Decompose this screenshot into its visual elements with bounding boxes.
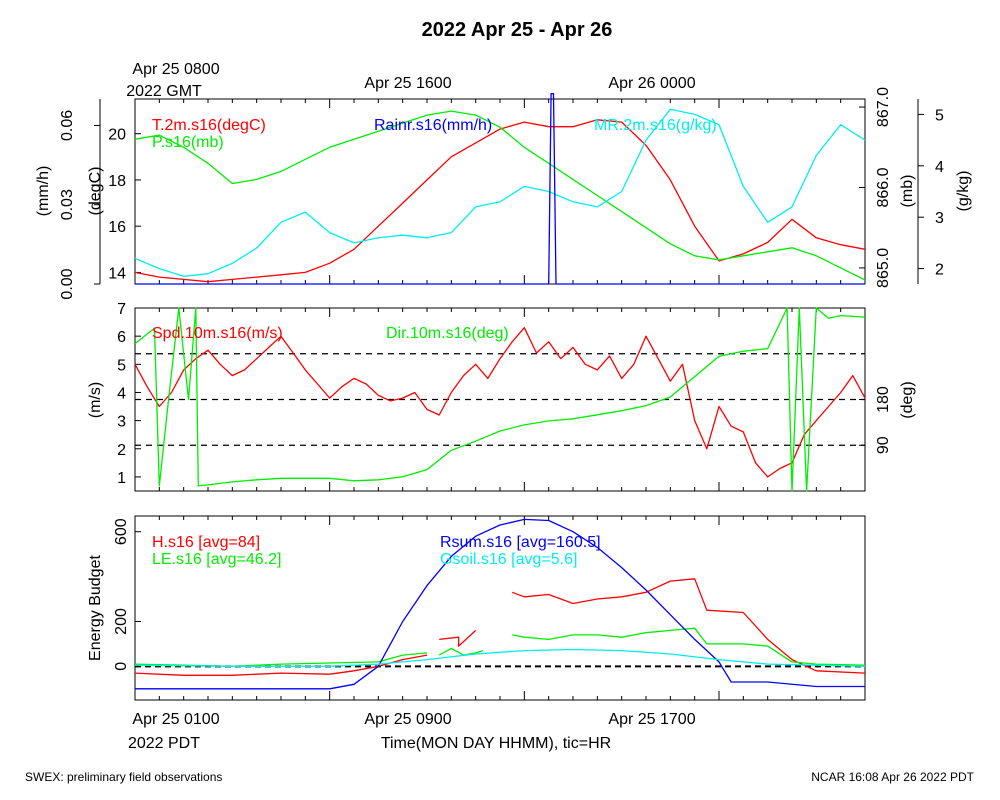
pdt-time-label-line1: Apr 25 0100	[132, 711, 219, 728]
energy-axis-label: Energy Budget	[87, 555, 104, 661]
mr-axis-tick-label: 4	[935, 159, 944, 176]
gmt-time-label-line2: 2022 GMT	[126, 83, 202, 100]
direction-axis-tick-label: 90	[875, 436, 892, 454]
legend-label: P.s16(mb)	[152, 134, 224, 151]
temp-axis-tick-label: 16	[108, 219, 126, 236]
temp-axis-tick-label: 14	[108, 265, 126, 282]
legend-label: Dir.10m.s16(deg)	[386, 325, 509, 342]
energy-series-line	[134, 654, 428, 676]
temp-axis-tick-label: 18	[108, 173, 126, 190]
wind-panel: 1 2 3 4 5 6 7 (m/s) 90 180 (deg) Spd.10m.s16(m/s) Di…	[87, 301, 916, 492]
legend-label: Rainr.s16(mm/h)	[374, 117, 492, 134]
temp-axis-label: (degC)	[87, 167, 104, 216]
legend-label: Rsum.s16 [avg=160.5]	[440, 534, 601, 551]
speed-axis-label: (m/s)	[87, 382, 104, 418]
gmt-time-label-mid: Apr 25 1600	[364, 75, 451, 92]
legend-label: H.s16 [avg=84]	[152, 534, 260, 551]
x-axis-label: Time(MON DAY HHMM), tic=HR	[381, 735, 611, 752]
legend-label: MR.2m.s16(g/kg)	[594, 117, 717, 134]
footer-left: SWEX: preliminary field observations	[25, 770, 222, 784]
speed-axis-tick-label: 5	[117, 357, 126, 374]
legend-label: Gsoil.s16 [avg=5.6]	[440, 551, 577, 568]
gmt-time-label-right: Apr 26 0000	[608, 75, 695, 92]
speed-axis-tick-label: 3	[117, 414, 126, 431]
energy-axis-tick-label: 0	[113, 662, 130, 671]
rain-axis-label: (mm/h)	[35, 166, 52, 217]
direction-axis-tick-label: 180	[875, 386, 892, 413]
series-line-mr	[134, 108, 866, 277]
speed-axis-tick-label: 2	[117, 442, 126, 459]
mr-axis-label: (g/kg)	[955, 171, 972, 212]
rain-axis-tick-label: 0.00	[59, 268, 76, 299]
speed-axis-tick-label: 7	[117, 301, 126, 318]
mr-axis-tick-label: 3	[935, 210, 944, 227]
legend-label: LE.s16 [avg=46.2]	[152, 551, 281, 568]
temp-axis-tick-label: 20	[108, 127, 126, 144]
mr-axis-tick-label: 2	[935, 262, 944, 279]
energy-budget-panel: 0 200 600 Energy Budget H.s16 [avg=84]LE.s16…	[87, 515, 866, 701]
series-line-rain	[135, 93, 865, 285]
speed-axis-tick-label: 1	[117, 470, 126, 487]
rain-axis-tick-label: 0.06	[59, 110, 76, 141]
chart-title: 2022 Apr 25 - Apr 26	[422, 19, 613, 41]
speed-axis-tick-label: 4	[117, 385, 126, 402]
press-axis-label: (mb)	[899, 175, 916, 208]
direction-axis-label: (deg)	[899, 381, 916, 418]
mr-axis-tick-label: 5	[935, 107, 944, 124]
gmt-time-label-line1: Apr 25 0800	[132, 61, 219, 78]
energy-series-line	[511, 578, 866, 674]
energy-axis-tick-label: 600	[113, 518, 130, 545]
pdt-time-label-mid: Apr 25 0900	[364, 711, 451, 728]
press-axis-tick-label: 865.0	[875, 248, 892, 288]
energy-series-line	[439, 629, 477, 647]
series-line-dir	[134, 307, 866, 492]
energy-series-line	[512, 627, 866, 666]
pdt-time-label-line2: 2022 PDT	[128, 735, 200, 752]
legend-label: Spd.10m.s16(m/s)	[152, 325, 283, 342]
press-axis-tick-label: 866.0	[875, 167, 892, 207]
series-line-temp	[134, 119, 866, 283]
meteorology-panel: 0.00 0.03 0.06 (mm/h) 14 16 18 20 (degC) 865.0 866…	[35, 87, 972, 300]
energy-axis-tick-label: 200	[113, 608, 130, 635]
footer-right: NCAR 16:08 Apr 26 2022 PDT	[811, 770, 974, 784]
pdt-time-label-right: Apr 25 1700	[608, 711, 695, 728]
energy-series-line	[135, 518, 865, 690]
legend-label: T.2m.s16(degC)	[152, 117, 266, 134]
series-line-spd	[134, 327, 866, 478]
rain-axis-tick-label: 0.03	[59, 189, 76, 220]
energy-series-line	[134, 648, 866, 667]
series-line-press	[134, 110, 866, 281]
press-axis-tick-label: 867.0	[875, 87, 892, 127]
speed-axis-tick-label: 6	[117, 329, 126, 346]
